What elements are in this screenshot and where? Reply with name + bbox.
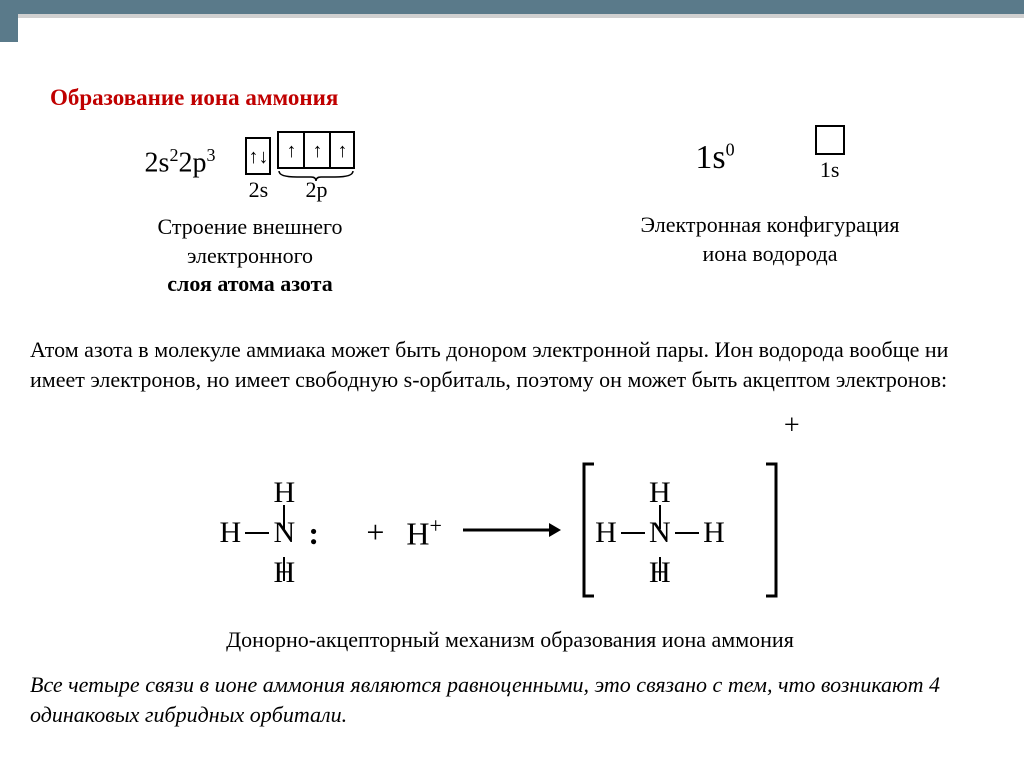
- slide-top-bar: [0, 0, 1024, 14]
- proton: H+: [406, 515, 442, 550]
- nitrogen-config-block: 2s22p3 ↑↓ 2s ↑ ↑ ↑ 2p: [40, 125, 460, 299]
- paragraph-donor: Атом азота в молекуле аммиака может быть…: [30, 335, 990, 394]
- orbital-2s-label: 2s: [245, 177, 271, 203]
- orbital-1s-label: 1s: [815, 157, 845, 183]
- reaction-equation: H H N H : + H+ H H N H H +: [0, 460, 1024, 605]
- orbital-2s: ↑↓: [245, 137, 271, 175]
- hydrogen-config-text: 1s0: [695, 139, 734, 177]
- paragraph-equivalent-bonds: Все четыре связи в ионе аммония являются…: [30, 670, 990, 729]
- slide-corner-accent: [0, 0, 18, 42]
- orbital-2p-2: ↑: [303, 131, 329, 169]
- orbital-2p-3: ↑: [329, 131, 355, 169]
- orbital-2p-1: ↑: [277, 131, 303, 169]
- nitrogen-caption: Строение внешнего электронного слоя атом…: [40, 213, 460, 299]
- hydrogen-config-block: 1s0 1s Электронная конфигурация иона вод…: [560, 125, 980, 268]
- lone-pair-icon: :: [308, 527, 319, 540]
- orbital-2p-label: 2p: [277, 177, 355, 203]
- slide-title: Образование иона аммония: [50, 85, 338, 111]
- ion-charge: +: [784, 410, 800, 441]
- ammonia-molecule: H H N H :: [224, 473, 344, 593]
- orbital-1s: [815, 125, 845, 155]
- reaction-arrow-icon: [461, 518, 561, 547]
- ammonium-ion: H H N H H: [600, 473, 760, 593]
- left-bracket-icon: [580, 460, 596, 605]
- nitrogen-orbital-diagram: ↑↓ 2s ↑ ↑ ↑ 2p: [245, 125, 355, 203]
- right-bracket-icon: [764, 460, 780, 605]
- nitrogen-config-text: 2s22p3: [145, 145, 216, 179]
- reaction-caption: Донорно-акцепторный механизм образования…: [30, 625, 990, 655]
- hydrogen-caption: Электронная конфигурация иона водорода: [560, 211, 980, 268]
- slide-top-bar-inner: [0, 14, 1024, 18]
- hydrogen-orbital-diagram: 1s: [815, 125, 845, 183]
- plus-sign: +: [366, 514, 384, 551]
